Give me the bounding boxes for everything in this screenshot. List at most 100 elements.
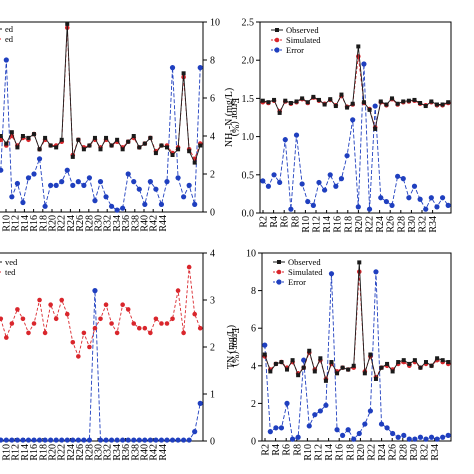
data-point-error xyxy=(439,195,446,201)
data-point-error xyxy=(423,436,429,442)
data-point-error xyxy=(310,202,316,208)
x-tick-label: R4 xyxy=(271,444,282,456)
data-point-simulated xyxy=(197,325,203,331)
series-line-error xyxy=(262,64,449,211)
data-point-simulated xyxy=(109,321,114,326)
y-tick-label: 10 xyxy=(210,18,220,29)
data-point-simulated xyxy=(170,316,175,322)
data-point-error xyxy=(0,167,4,173)
data-point-observed xyxy=(418,365,423,370)
data-point-observed xyxy=(198,143,203,148)
data-point-error xyxy=(120,437,126,443)
data-point-simulated xyxy=(120,302,125,308)
y-tick-label: 0.5 xyxy=(242,170,255,181)
data-point-error xyxy=(265,183,272,189)
y-tick-label: 2.5 xyxy=(242,18,255,29)
data-point-error xyxy=(378,195,384,201)
data-point-error xyxy=(412,436,418,442)
x-tick-label: R2 xyxy=(259,216,270,228)
x-tick-label: R24 xyxy=(377,444,388,461)
data-point-error xyxy=(48,182,54,188)
data-point-error xyxy=(142,201,148,207)
legend-label: ved xyxy=(5,257,18,267)
data-point-observed xyxy=(170,153,175,157)
data-point-observed xyxy=(266,100,271,105)
data-point-error xyxy=(428,434,435,440)
x-tick-label: R28 xyxy=(398,444,409,461)
series-line-error xyxy=(0,59,201,211)
data-point-error xyxy=(31,171,37,177)
data-point-error xyxy=(103,194,109,200)
data-point-error xyxy=(277,179,283,186)
legend-marker-error xyxy=(276,279,282,285)
data-point-simulated xyxy=(59,297,65,303)
data-point-observed xyxy=(429,99,434,104)
x-tick-label: R26 xyxy=(75,444,86,461)
data-point-error xyxy=(384,425,390,431)
series-line-simulated xyxy=(0,27,201,160)
data-point-observed xyxy=(379,365,384,370)
x-tick-label: R12 xyxy=(11,444,22,461)
x-tick-label: R20 xyxy=(356,444,367,461)
data-point-observed xyxy=(368,352,373,357)
data-point-error xyxy=(192,201,198,207)
data-point-error xyxy=(3,57,9,63)
data-point-error xyxy=(25,175,32,181)
data-point-observed xyxy=(316,97,321,102)
x-tick-label: R8 xyxy=(292,444,303,456)
data-point-simulated xyxy=(70,340,76,345)
data-point-observed xyxy=(290,358,295,363)
data-point-error xyxy=(351,436,357,442)
data-point-error xyxy=(423,206,429,212)
plot-frame xyxy=(259,21,452,214)
data-point-error xyxy=(344,153,350,159)
data-point-error xyxy=(108,437,115,443)
data-point-error xyxy=(158,437,165,443)
data-point-observed xyxy=(48,143,53,148)
data-point-error xyxy=(164,179,170,185)
data-point-observed xyxy=(406,98,411,103)
y-axis-label: TN (mg/L) xyxy=(226,325,237,369)
data-point-observed xyxy=(273,361,278,366)
data-point-observed xyxy=(92,135,97,140)
data-point-observed xyxy=(0,134,3,138)
data-point-observed xyxy=(164,145,169,150)
data-point-observed xyxy=(277,110,282,115)
data-point-error xyxy=(378,421,385,427)
data-point-error xyxy=(164,437,170,443)
x-tick-label: R10 xyxy=(301,216,312,233)
y-axis-label: Error (%) xyxy=(229,328,240,367)
x-tick-label: R16 xyxy=(333,216,344,233)
x-tick-label: R18 xyxy=(38,444,49,461)
data-point-simulated xyxy=(114,330,120,336)
data-point-error xyxy=(169,65,176,71)
x-tick-label: R8 xyxy=(290,216,301,228)
x-tick-label: R38 xyxy=(130,444,141,461)
y-tick-label: 6 xyxy=(210,94,215,105)
data-point-error xyxy=(75,179,81,185)
x-tick-label: R12 xyxy=(312,216,323,233)
data-point-error xyxy=(64,167,70,173)
x-tick-label: R14 xyxy=(324,444,335,461)
data-point-observed xyxy=(328,97,333,102)
x-tick-label: R34 xyxy=(430,444,441,461)
data-point-observed xyxy=(260,98,265,103)
series-line-simulated xyxy=(262,56,449,130)
data-point-observed xyxy=(373,376,378,381)
legend-marker-simulated xyxy=(276,269,282,275)
data-point-error xyxy=(299,181,305,187)
x-tick-label: R16 xyxy=(29,444,40,461)
data-point-observed xyxy=(407,361,412,366)
legend-label: Error xyxy=(286,45,304,55)
data-point-error xyxy=(53,437,59,443)
data-point-simulated xyxy=(125,307,131,312)
data-point-error xyxy=(20,199,26,206)
y-tick-label: 4 xyxy=(210,249,215,260)
data-point-simulated xyxy=(20,316,26,322)
data-point-error xyxy=(406,195,412,201)
data-point-simulated xyxy=(131,321,137,326)
data-point-error xyxy=(97,437,104,443)
x-tick-label: R40 xyxy=(140,215,151,232)
x-tick-label: R44 xyxy=(158,444,169,461)
data-point-error xyxy=(367,408,373,414)
